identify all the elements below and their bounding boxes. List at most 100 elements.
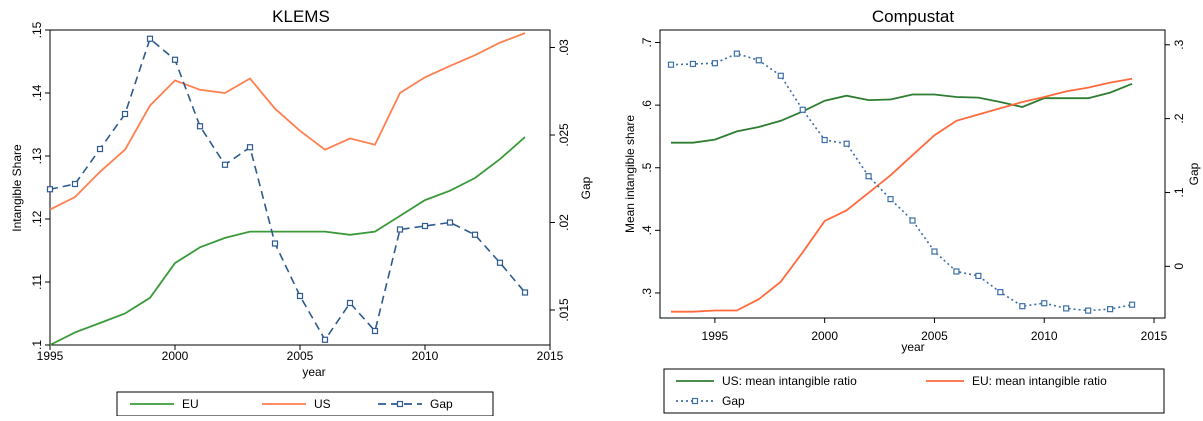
series-line-gap: [670, 52, 1133, 312]
compustat-y-axis-label: Mean intangible share: [623, 115, 637, 233]
series-line-eu: [49, 136, 526, 346]
y2-tick-label: .3: [1172, 39, 1186, 49]
klems-title: KLEMS: [272, 7, 330, 26]
x-tick-label: 1995: [702, 329, 729, 343]
y2-tick-label: 0: [1172, 263, 1186, 270]
data-point-gap: [246, 144, 254, 151]
data-point-gap: [421, 222, 429, 230]
data-point-gap: [1041, 300, 1048, 307]
data-point-gap: [521, 289, 529, 296]
data-point-gap: [931, 248, 938, 255]
data-point-gap: [96, 145, 104, 153]
x-tick-label: 2015: [537, 349, 564, 363]
compustat-right-axis: 0 .1 .2 .3: [1165, 39, 1186, 270]
compustat-title: Compustat: [872, 7, 954, 26]
compustat-x-axis-label: year: [901, 340, 924, 354]
data-point-gap: [371, 327, 379, 335]
klems-y2-axis-label: Gap: [579, 176, 593, 199]
compustat-y2-axis-label: Gap: [1187, 162, 1201, 185]
data-point-gap: [777, 72, 784, 79]
y2-tick-label: .2: [1172, 113, 1186, 123]
y-tick-label: .6: [640, 100, 654, 110]
data-point-gap: [346, 299, 354, 307]
data-point-gap: [821, 136, 828, 144]
data-point-gap: [997, 289, 1004, 296]
data-point-gap: [733, 50, 740, 57]
series-line-us-mean-intangible-ratio: [671, 82, 1133, 144]
y2-tick-label: .03: [557, 39, 571, 56]
y2-tick-label: .025: [557, 123, 571, 147]
data-point-gap: [396, 226, 404, 233]
data-point-gap: [446, 219, 454, 226]
series-line-us: [49, 32, 526, 211]
x-tick-label: 2005: [921, 329, 948, 343]
compustat-panel: Compustat .3 .4 .5 .6 .7 0 .1 .2 .3 1995 2000 200…: [623, 7, 1201, 414]
series-line-eu-mean-intangible-ratio: [671, 77, 1133, 313]
x-tick-label: 2015: [1141, 329, 1168, 343]
data-point-gap: [865, 173, 872, 180]
y-tick-label: .14: [30, 84, 44, 101]
data-point-gap: [71, 180, 79, 188]
data-point-gap: [711, 60, 718, 67]
series-line-gap: [49, 37, 526, 342]
compustat-x-axis: 1995 2000 2005 2010 2015: [702, 318, 1168, 343]
data-point-gap: [1063, 305, 1070, 312]
y-tick-label: .13: [30, 147, 44, 164]
legend-label: EU: mean intangible ratio: [972, 374, 1107, 388]
y-tick-label: .4: [640, 225, 654, 235]
legend-label: Gap: [722, 394, 745, 408]
data-point-gap: [171, 56, 179, 63]
data-point-gap: [689, 60, 697, 68]
y2-tick-label: .015: [557, 298, 571, 322]
compustat-legend-items: US: mean intangible ratio EU: mean intang…: [676, 374, 1107, 408]
data-point-gap: [1019, 303, 1026, 310]
compustat-left-axis: .3 .4 .5 .6 .7: [640, 37, 660, 298]
klems-panel: KLEMS .1 .11 .12 .13 .14 .15 .015 .02 .025 .03 1…: [10, 7, 593, 417]
data-point-gap: [1107, 306, 1114, 313]
x-tick-label: 2005: [287, 349, 314, 363]
y2-tick-label: .1: [1172, 187, 1186, 197]
compustat-series: [667, 50, 1136, 314]
data-point-gap: [46, 186, 54, 193]
klems-left-axis: .1 .11 .12 .13 .14 .15: [30, 21, 50, 350]
data-point-gap: [1085, 307, 1092, 314]
klems-series: [46, 32, 529, 346]
data-point-gap: [296, 292, 304, 300]
y-tick-label: .3: [640, 288, 654, 298]
x-tick-label: 2000: [811, 329, 838, 343]
data-point-gap: [121, 110, 129, 118]
data-point-gap: [1128, 301, 1136, 308]
y2-tick-label: .02: [557, 214, 571, 231]
x-tick-label: 1995: [37, 349, 64, 363]
y-tick-label: .11: [30, 274, 44, 290]
data-point-gap: [146, 35, 154, 42]
y-tick-label: .5: [640, 162, 654, 172]
data-point-gap: [755, 57, 762, 64]
data-point-gap: [271, 240, 279, 247]
legend-label: US: [314, 397, 331, 411]
legend-label: EU: [182, 397, 199, 411]
data-point-gap: [667, 61, 675, 68]
legend-label: US: mean intangible ratio: [722, 374, 857, 388]
data-point-gap: [799, 106, 806, 113]
data-point-gap: [887, 196, 894, 203]
compustat-legend: [663, 368, 1165, 414]
legend-marker: [691, 397, 699, 405]
data-point-gap: [221, 161, 229, 168]
x-tick-label: 2000: [162, 349, 189, 363]
y-tick-label: .15: [30, 21, 44, 38]
data-point-gap: [471, 231, 479, 238]
klems-x-axis: 1995 2000 2005 2010 2015: [37, 345, 564, 363]
y-tick-label: .12: [30, 210, 44, 227]
klems-legend-items: EU US Gap: [130, 397, 453, 411]
data-point-gap: [196, 123, 204, 130]
klems-x-axis-label: year: [302, 365, 325, 379]
klems-right-axis: .015 .02 .025 .03: [550, 39, 571, 322]
legend-label: Gap: [430, 397, 453, 411]
legend-marker: [396, 400, 404, 408]
x-tick-label: 2010: [412, 349, 439, 363]
compustat-plot-frame: [659, 29, 1166, 319]
y-tick-label: .7: [640, 37, 654, 47]
